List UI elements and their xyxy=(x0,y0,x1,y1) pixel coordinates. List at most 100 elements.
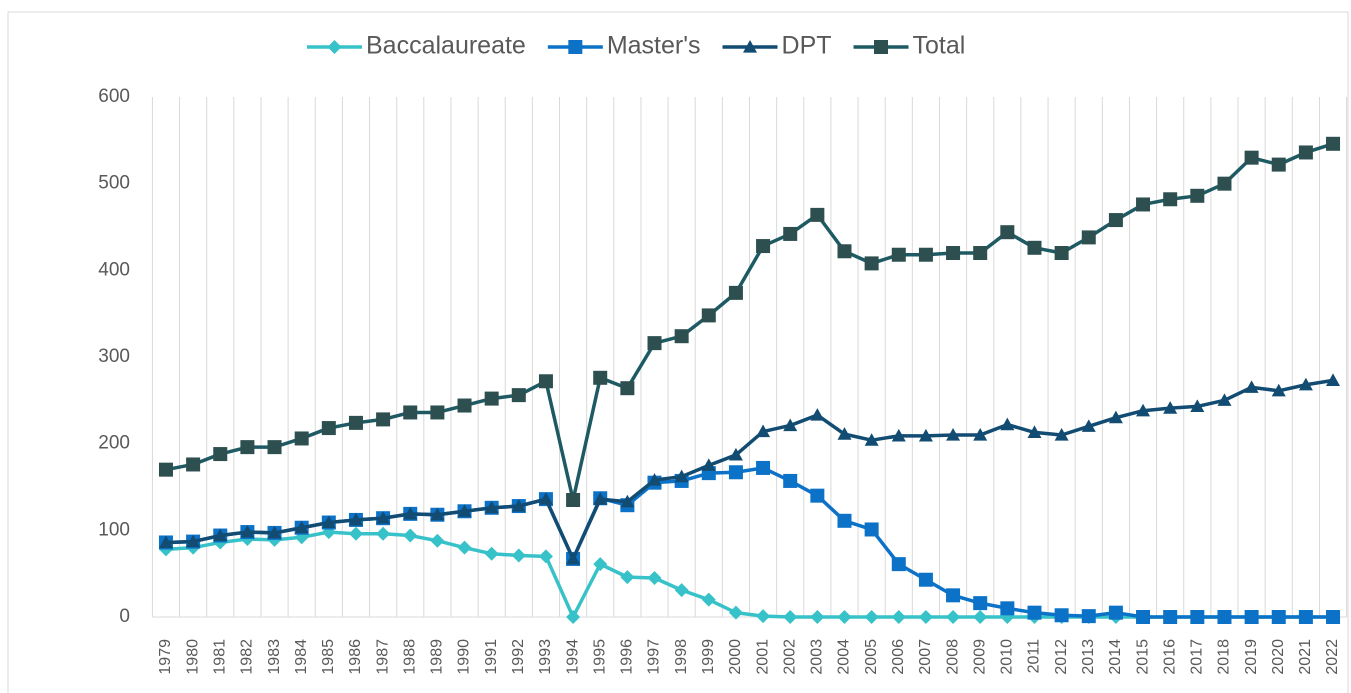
point xyxy=(1081,230,1096,245)
point xyxy=(321,421,336,436)
point xyxy=(240,525,255,538)
point xyxy=(1108,213,1123,228)
point xyxy=(728,447,743,461)
point xyxy=(593,370,608,385)
point xyxy=(186,534,201,548)
point xyxy=(430,405,445,420)
point xyxy=(1298,145,1313,160)
point xyxy=(674,329,689,344)
point xyxy=(647,336,662,351)
point xyxy=(946,610,961,624)
y-tick-label: 500 xyxy=(98,173,130,194)
x-tick-label: 2011 xyxy=(1026,639,1043,674)
point xyxy=(1190,610,1205,624)
point xyxy=(1271,157,1286,172)
point xyxy=(158,535,173,549)
x-tick-label: 1998 xyxy=(673,639,690,675)
x-tick-label: 1982 xyxy=(239,639,256,675)
point xyxy=(484,546,499,561)
x-tick-label: 1987 xyxy=(374,639,391,675)
legend-label: Baccalaureate xyxy=(366,32,526,60)
point xyxy=(837,244,852,259)
point xyxy=(1326,610,1341,624)
x-tick-label: 1990 xyxy=(456,639,473,675)
point xyxy=(620,381,635,396)
point xyxy=(701,308,716,323)
point xyxy=(1108,605,1123,620)
point xyxy=(837,513,852,528)
x-tick-label: 2009 xyxy=(971,639,988,675)
point xyxy=(783,473,798,488)
point xyxy=(973,596,988,611)
point xyxy=(1217,393,1232,406)
point xyxy=(1027,240,1042,255)
point xyxy=(1190,399,1205,412)
point xyxy=(1244,380,1259,393)
point xyxy=(376,526,391,541)
point xyxy=(918,247,933,262)
point xyxy=(1298,377,1313,391)
x-tick-label: 1993 xyxy=(537,639,554,675)
point xyxy=(240,440,255,455)
point xyxy=(728,605,743,620)
point xyxy=(158,462,173,477)
point xyxy=(1108,410,1123,424)
point xyxy=(837,427,852,440)
point xyxy=(511,499,526,512)
point xyxy=(1027,605,1042,620)
point xyxy=(294,431,309,446)
y-tick-label: 300 xyxy=(98,346,130,367)
x-tick-label: 2016 xyxy=(1161,639,1178,675)
point xyxy=(674,469,689,483)
point xyxy=(891,247,906,262)
x-tick-label: 2019 xyxy=(1243,639,1260,675)
x-tick-label: 2022 xyxy=(1324,639,1341,675)
point xyxy=(973,246,988,260)
x-tick-label: 2005 xyxy=(863,639,880,675)
point xyxy=(783,226,798,241)
point xyxy=(728,285,743,300)
point xyxy=(457,398,472,413)
legend-marker xyxy=(874,40,889,54)
point xyxy=(1271,610,1286,624)
point xyxy=(918,572,933,587)
point xyxy=(213,447,228,462)
point xyxy=(810,207,825,222)
point xyxy=(810,610,825,624)
point xyxy=(973,428,988,441)
x-tick-label: 1979 xyxy=(157,639,174,675)
x-tick-label: 2021 xyxy=(1297,639,1314,675)
point xyxy=(1217,176,1232,191)
point xyxy=(1271,383,1286,397)
point xyxy=(756,239,771,254)
point xyxy=(566,493,581,507)
point xyxy=(837,610,852,624)
legend-marker xyxy=(743,40,758,53)
point xyxy=(186,457,201,472)
x-tick-label: 1999 xyxy=(700,639,717,675)
x-tick-label: 1985 xyxy=(320,639,337,675)
x-tick-label: 1989 xyxy=(429,639,446,675)
point xyxy=(1163,401,1178,414)
point xyxy=(430,533,445,548)
x-tick-label: 1994 xyxy=(564,639,581,675)
point xyxy=(1054,608,1069,623)
point xyxy=(756,460,771,475)
x-tick-label: 1981 xyxy=(211,639,228,675)
point xyxy=(1081,419,1096,432)
point xyxy=(946,246,961,260)
point xyxy=(1163,610,1178,624)
point xyxy=(701,458,716,471)
y-tick-label: 100 xyxy=(98,519,130,540)
x-tick-label: 2018 xyxy=(1216,639,1233,675)
point xyxy=(756,609,771,624)
point xyxy=(756,424,771,438)
x-tick-label: 1995 xyxy=(591,639,608,675)
x-tick-label: 1996 xyxy=(619,639,636,675)
point xyxy=(213,528,228,542)
point xyxy=(511,388,526,403)
x-tick-label: 2000 xyxy=(727,639,744,675)
point xyxy=(403,506,418,520)
point xyxy=(267,440,282,455)
point xyxy=(1054,428,1069,441)
